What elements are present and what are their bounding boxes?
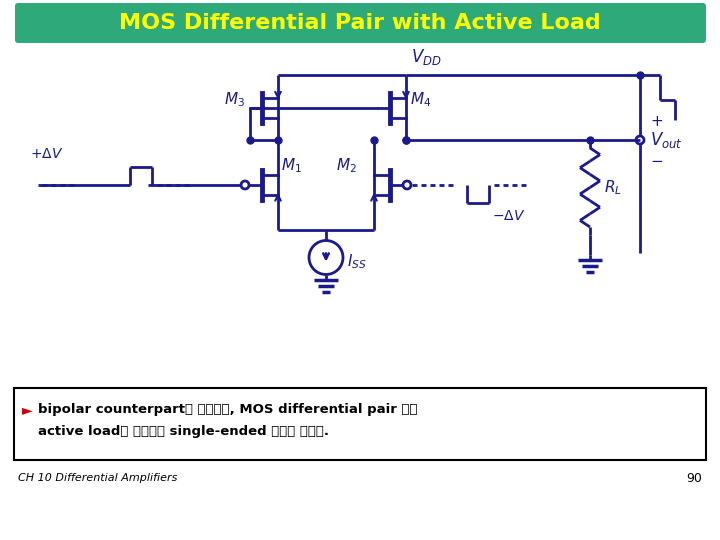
Text: $+\Delta V$: $+\Delta V$	[30, 147, 63, 161]
FancyBboxPatch shape	[14, 388, 706, 460]
Text: ►: ►	[22, 403, 32, 417]
Text: $R_L$: $R_L$	[604, 178, 622, 197]
Text: $M_1$: $M_1$	[281, 156, 302, 175]
Text: active load를 사용하여 single-ended 출력을 증폭함.: active load를 사용하여 single-ended 출력을 증폭함.	[38, 426, 329, 438]
Text: 90: 90	[686, 471, 702, 484]
Text: $-\Delta V$: $-\Delta V$	[492, 209, 526, 223]
Text: $M_4$: $M_4$	[410, 90, 431, 109]
Text: CH 10 Differential Amplifiers: CH 10 Differential Amplifiers	[18, 473, 177, 483]
Text: $+$: $+$	[650, 114, 663, 130]
Text: $M_3$: $M_3$	[224, 90, 245, 109]
Text: $V_{out}$: $V_{out}$	[650, 130, 683, 150]
Text: MOS Differential Pair with Active Load: MOS Differential Pair with Active Load	[119, 13, 601, 33]
Text: $M_2$: $M_2$	[336, 156, 357, 175]
Text: $I_{SS}$: $I_{SS}$	[347, 252, 366, 271]
FancyBboxPatch shape	[15, 3, 706, 43]
Text: $-$: $-$	[650, 152, 663, 167]
Text: bipolar counterpart와 비슷하게, MOS differential pair 또한: bipolar counterpart와 비슷하게, MOS different…	[38, 403, 418, 416]
Text: $V_{DD}$: $V_{DD}$	[411, 47, 442, 67]
